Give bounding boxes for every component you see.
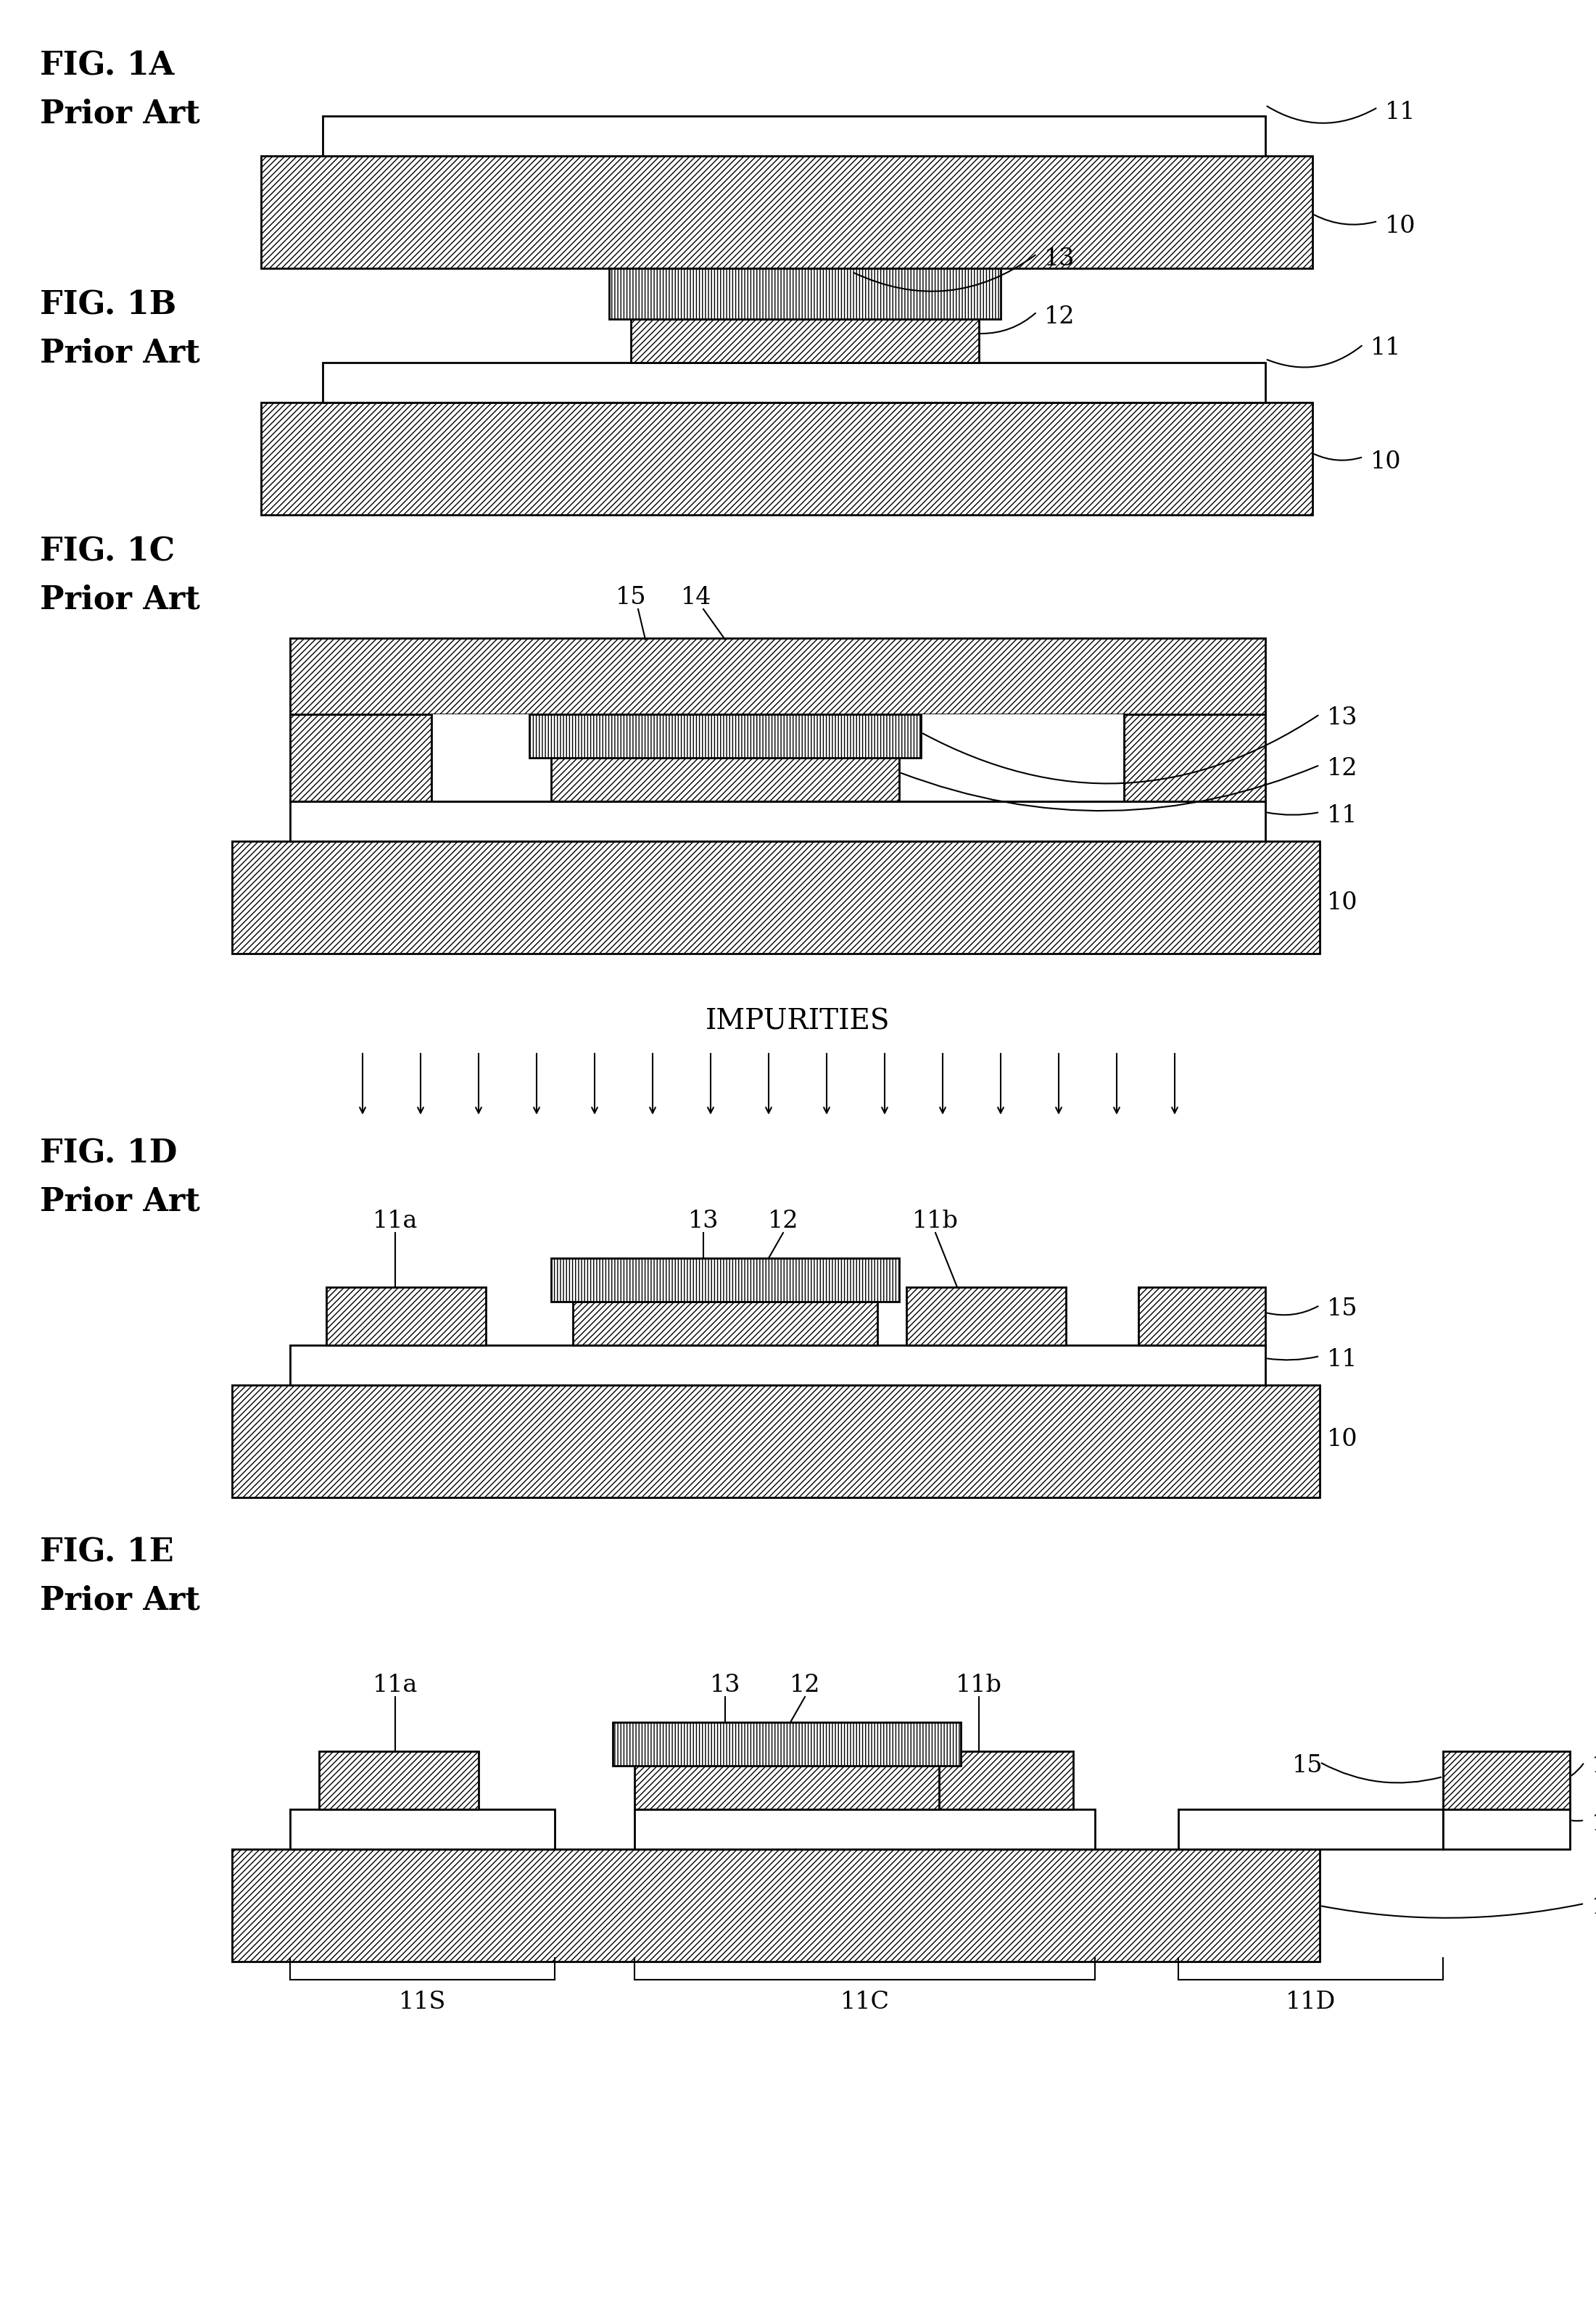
Text: 13: 13 — [710, 1673, 741, 1696]
Text: 15: 15 — [616, 585, 646, 609]
Text: Prior Art: Prior Art — [40, 583, 200, 616]
Text: Prior Art: Prior Art — [40, 1585, 200, 1615]
Text: 12: 12 — [1044, 305, 1076, 329]
Bar — [913, 1752, 1073, 1810]
Text: FIG. 1C: FIG. 1C — [40, 537, 176, 567]
Text: 15: 15 — [1591, 1754, 1596, 1777]
Text: 11a: 11a — [372, 1673, 418, 1696]
Bar — [1124, 715, 1266, 801]
Text: Prior Art: Prior Art — [40, 97, 200, 130]
Text: 10: 10 — [1326, 1428, 1358, 1451]
Bar — [431, 715, 1124, 801]
Bar — [530, 715, 921, 757]
Text: 10: 10 — [1326, 891, 1358, 914]
Bar — [635, 1810, 1095, 1849]
Bar — [290, 639, 1266, 715]
Bar — [290, 715, 431, 801]
Bar — [1443, 1752, 1570, 1810]
Bar — [290, 801, 1266, 842]
Bar — [1443, 1810, 1570, 1849]
Text: Prior Art: Prior Art — [40, 1185, 200, 1217]
Bar — [231, 842, 1320, 953]
Bar — [326, 1287, 485, 1344]
Text: 10: 10 — [1591, 1895, 1596, 1918]
Text: 10: 10 — [1371, 451, 1401, 474]
Text: 11: 11 — [1326, 1349, 1358, 1372]
Bar — [319, 1752, 479, 1810]
Text: 10: 10 — [1385, 215, 1416, 238]
Bar — [551, 1259, 899, 1303]
Text: 11D: 11D — [1285, 1990, 1336, 2013]
Text: FIG. 1B: FIG. 1B — [40, 289, 177, 322]
Bar — [907, 1287, 1066, 1344]
Text: FIG. 1E: FIG. 1E — [40, 1536, 174, 1569]
Text: 12: 12 — [1326, 757, 1358, 780]
Bar — [613, 1722, 961, 1766]
Bar — [290, 1344, 1266, 1386]
Text: 11: 11 — [1385, 102, 1416, 125]
Bar — [635, 1766, 938, 1810]
Text: 11: 11 — [1591, 1812, 1596, 1835]
Text: 11C: 11C — [839, 1990, 889, 2013]
Bar — [290, 1810, 555, 1849]
Text: 12: 12 — [768, 1210, 798, 1233]
Bar — [322, 363, 1266, 403]
Bar — [231, 1849, 1320, 1962]
Text: 15: 15 — [1326, 1298, 1358, 1321]
Bar — [262, 155, 1312, 268]
Text: IMPURITIES: IMPURITIES — [705, 1009, 891, 1034]
Text: 13: 13 — [688, 1210, 718, 1233]
Text: 15: 15 — [1293, 1754, 1323, 1777]
Text: FIG. 1A: FIG. 1A — [40, 51, 174, 81]
Text: 13: 13 — [1044, 248, 1076, 271]
Text: 14: 14 — [681, 585, 712, 609]
Bar — [322, 116, 1266, 155]
Bar — [1178, 1810, 1443, 1849]
Bar — [551, 757, 899, 801]
Text: 11: 11 — [1326, 805, 1358, 828]
Text: FIG. 1D: FIG. 1D — [40, 1138, 177, 1169]
Text: 11a: 11a — [372, 1210, 418, 1233]
Text: 11b: 11b — [956, 1673, 1002, 1696]
Text: 11: 11 — [1371, 336, 1401, 359]
Bar — [610, 268, 1001, 319]
Bar — [262, 403, 1312, 516]
Text: 11b: 11b — [913, 1210, 959, 1233]
Bar — [231, 1386, 1320, 1497]
Bar — [573, 1303, 878, 1344]
Text: 13: 13 — [1326, 706, 1358, 729]
Bar — [1138, 1287, 1266, 1344]
Text: 12: 12 — [790, 1673, 820, 1696]
Text: 11S: 11S — [399, 1990, 447, 2013]
Text: Prior Art: Prior Art — [40, 338, 200, 368]
Bar — [630, 319, 978, 363]
